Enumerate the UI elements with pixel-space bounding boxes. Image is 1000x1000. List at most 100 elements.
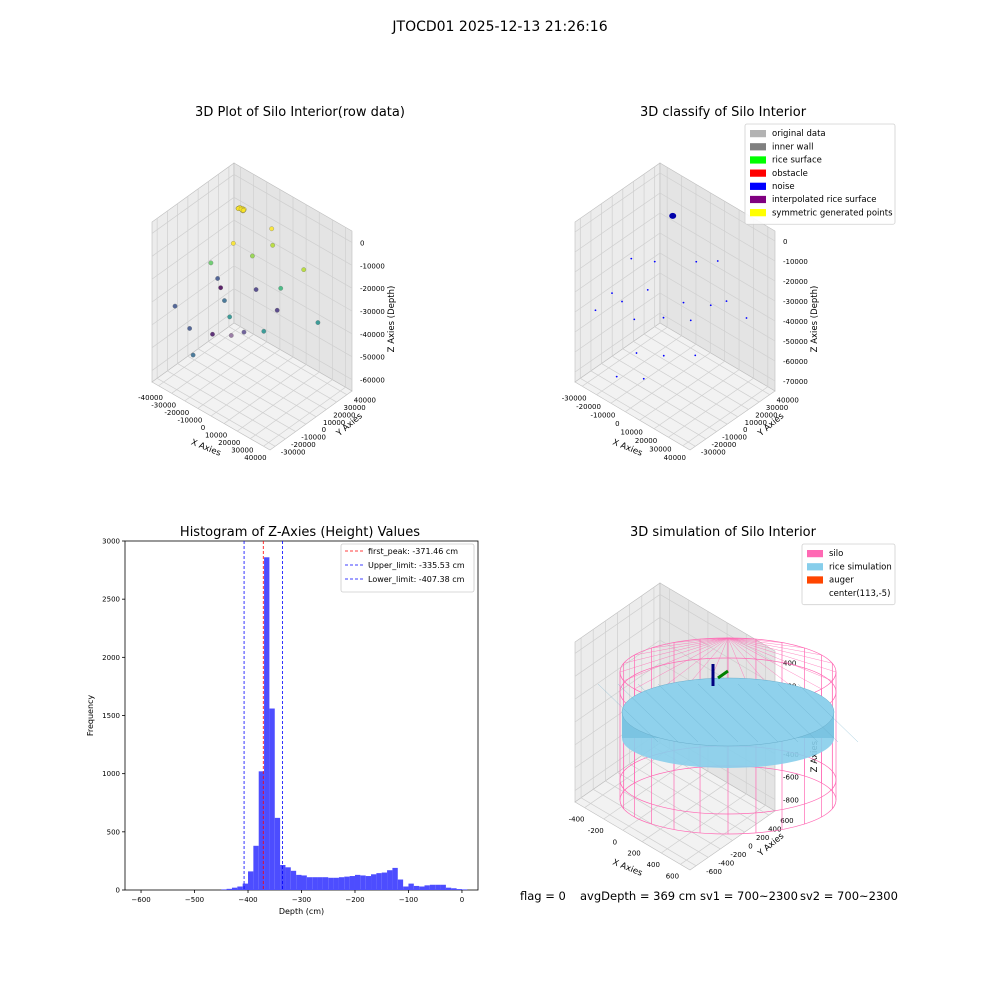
raw-ztick-label: -20000 [360,285,385,293]
silo-wire-roof [727,637,783,643]
panel-raw-scatter: 3D Plot of Silo Interior(row data) -4000… [138,105,405,462]
classify-ztick-label: -20000 [783,278,808,286]
rice-mesh-line [777,683,839,743]
histogram-bar [451,888,457,890]
simulation-legend-swatch [807,563,823,571]
classify-legend-swatch [750,209,766,217]
raw-xtick-label: -30000 [151,401,176,409]
classify-noise-point [695,260,698,263]
sim-xtick-label: -400 [569,816,585,824]
raw-zgrid [151,311,353,380]
classify-ytick-label: 40000 [777,397,799,405]
histogram-bar [269,708,275,890]
silo-wire-roof [634,637,729,656]
histogram-bar [253,845,259,890]
silo-wire-roof [673,637,729,643]
classify-ygrid-floor [590,370,707,440]
raw-xtick-label: -40000 [138,394,163,402]
raw-ygrid-floor [156,378,276,447]
classify-ygrid-floor [612,355,728,425]
histogram-ytick-label: 3000 [102,538,120,546]
histogram-legend-frame [340,543,475,593]
status-avg-depth: avgDepth = 369 cm [580,889,696,903]
raw-xgrid-floor [237,371,320,432]
classify-ytick-label: 0 [743,426,747,434]
classify-noise-point [611,292,613,294]
classify-xtick-label: -10000 [591,411,616,419]
raw-ztick-label: -50000 [360,354,385,362]
raw-ygrid-floor [167,370,286,440]
simulation-legend-label: silo [829,549,843,559]
raw-ytick-label: 40000 [354,397,376,405]
classify-legend-label: inner wall [772,142,813,152]
status-sv1: sv1 = 700~2300 [700,889,798,903]
classify-noise-point [653,260,656,263]
histogram-bar [242,883,249,890]
classify-legend-label: original data [772,129,826,139]
raw-xtick-label: -20000 [164,409,189,417]
classify-ygrid-floor [633,341,749,410]
sim-ytick-label: 200 [756,834,769,842]
rice-mesh-line [737,683,799,743]
classify-xtick-label: 0 [615,420,619,428]
classify-noise-point [646,288,649,291]
raw-ztick-label: 0 [360,239,364,247]
raw-ygrid-floor [187,355,307,425]
histogram-xtick-label: −300 [292,896,311,904]
histogram-bar [264,557,270,890]
classify-title: 3D classify of Silo Interior [640,105,807,120]
histogram-bar [349,876,355,890]
simulation-legend-frame [801,543,896,606]
histogram-ytick-label: 1500 [102,712,120,720]
histogram-legend-label: first_peak: -371.46 cm [368,547,458,556]
sim-xtick-label: 600 [666,872,679,880]
histogram-bar [397,879,404,890]
classify-noise-point [716,260,719,262]
histogram-bar [344,876,350,890]
histogram-bar [440,884,446,890]
classify-ztick-label: -60000 [783,358,808,366]
classify-zgrid [574,292,776,362]
histogram-bar [413,885,420,890]
classify-legend-swatch [750,182,766,190]
raw-point [172,303,178,309]
raw-xtick-label: 20000 [218,439,240,447]
histogram-bar [296,874,302,890]
classify-ztick-label: -10000 [783,258,808,266]
raw-point [215,276,220,281]
raw-title: 3D Plot of Silo Interior(row data) [195,105,405,120]
histogram-bar [408,883,414,890]
sim-ytick-label: -200 [730,851,746,859]
classify-noise-point [725,300,728,302]
histogram-bar [333,877,339,890]
histogram-bar [365,876,372,890]
histogram-bar [381,872,388,890]
raw-point [278,285,284,291]
raw-ygrid-floor [197,348,317,418]
rice-surface-top [621,677,835,747]
histogram-bar [403,886,409,890]
panel-histogram: Histogram of Z-Axies (Height) Values −60… [86,525,479,916]
raw-zlabel: Z Axies (Depth) [387,286,397,353]
sim-ytick-label: 600 [780,817,793,825]
histogram-bar [258,771,265,890]
raw-point [228,333,234,338]
sim-xlabel: X Axies [611,858,644,879]
raw-point [240,208,246,213]
classify-ytick-label: -10000 [722,434,747,442]
raw-point [315,320,321,325]
raw-xgrid-floor [210,356,294,417]
rice-mesh-line [797,683,859,743]
silo-wire-roof [623,637,729,664]
histogram-bar [248,871,254,890]
histogram-xtick-label: −600 [131,896,150,904]
histogram-bar [392,867,398,890]
histogram-bar [461,889,468,890]
classify-legend-swatch [750,156,766,164]
auger-arm [717,669,729,680]
raw-point [270,242,276,248]
classify-xgrid-floor [596,335,682,396]
raw-ygrid-floor [218,333,337,403]
silo-wire-roof [727,637,822,656]
histogram-bar [312,877,318,890]
